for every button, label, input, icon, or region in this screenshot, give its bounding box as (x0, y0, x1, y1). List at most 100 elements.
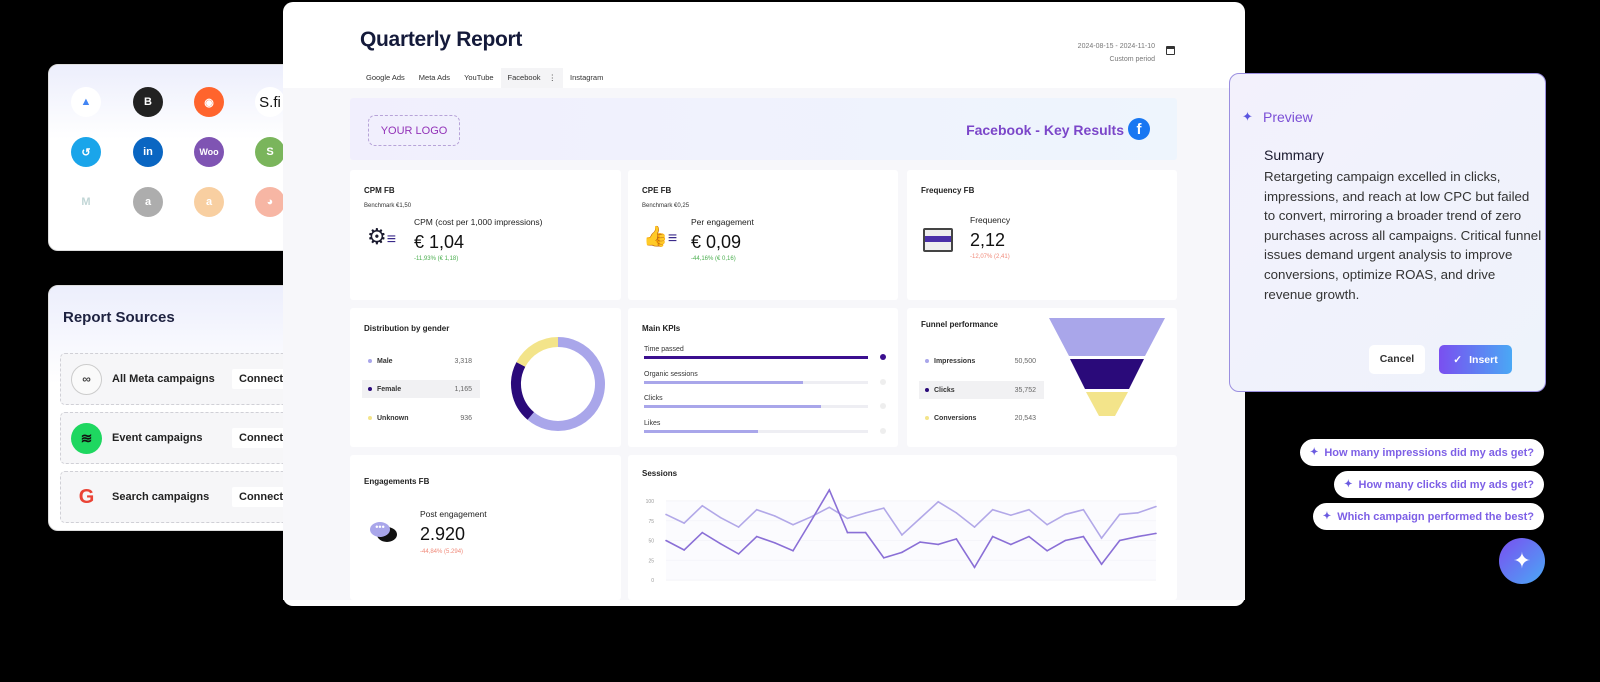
report-canvas: YOUR LOGO Facebook - Key Results f CPM F… (283, 88, 1245, 600)
sfi-icon[interactable]: S.fi (255, 87, 285, 117)
data-point (991, 535, 994, 538)
suggestion-text: How many impressions did my ads get? (1324, 446, 1534, 459)
make-icon[interactable]: M (71, 187, 101, 217)
preview-title: Preview (1263, 109, 1313, 125)
more-vertical-icon[interactable]: ⋮ (548, 73, 556, 82)
legend-dot (925, 359, 929, 363)
card-title: Engagements FB (364, 477, 430, 486)
donut-slice-unknown (516, 337, 559, 367)
cancel-button[interactable]: Cancel (1369, 345, 1425, 374)
legend-value: 936 (460, 414, 472, 422)
connect-button[interactable]: Connect (232, 487, 290, 507)
connect-button[interactable]: Connect (232, 428, 290, 448)
insert-label: Insert (1469, 353, 1498, 366)
tab-facebook[interactable]: Facebook ⋮ (500, 68, 563, 88)
metric-value: € 0,09 (691, 232, 742, 252)
report-sources-panel: Report Sources ∞ All Meta campaigns Conn… (48, 285, 309, 531)
metric-value: € 1,04 (414, 232, 465, 252)
google-icon: G (78, 485, 95, 508)
amazon-alt-icon[interactable]: a (194, 187, 224, 217)
bigcommerce-icon[interactable]: B (133, 87, 163, 117)
reddit-icon[interactable]: ◕ (255, 187, 285, 217)
suggestion-chip[interactable]: ✦ How many clicks did my ads get? (1334, 471, 1544, 498)
kpi-label: Clicks (644, 395, 663, 402)
suggestion-text: How many clicks did my ads get? (1358, 478, 1534, 491)
donut-slice-male (527, 337, 605, 431)
insert-button[interactable]: ✓ Insert (1439, 345, 1512, 374)
kpi-indicator (880, 354, 886, 360)
shopify-icon[interactable]: S (255, 137, 285, 167)
metric-label: Per engagement (691, 217, 754, 227)
data-point (846, 531, 849, 534)
tab-youtube[interactable]: YouTube (464, 73, 494, 82)
benchmark: Benchmark €1,50 (364, 203, 412, 209)
card-title: Funnel performance (921, 320, 998, 329)
metric-value: 2,12 (970, 230, 1006, 250)
period-label: Custom period (1109, 56, 1155, 63)
tab-meta-ads[interactable]: Meta Ads (418, 73, 451, 82)
y-tick-label: 75 (648, 519, 654, 525)
data-point (901, 534, 903, 536)
suggestion-text: Which campaign performed the best? (1337, 510, 1534, 523)
woocommerce-icon[interactable]: Woo (194, 137, 224, 167)
amazon-icon[interactable]: a (133, 187, 163, 217)
source-name: Event campaigns (112, 432, 203, 444)
data-point (1010, 514, 1012, 517)
data-point (937, 543, 940, 546)
data-point (1100, 563, 1103, 565)
date-range-text: 2024-08-15 - 2024-11-10 (1077, 43, 1155, 50)
y-tick-label: 50 (648, 539, 654, 545)
data-point (1028, 535, 1030, 538)
legend-value: 1,165 (454, 385, 472, 393)
funnel-conversions[interactable]: Conversions 20,543 (919, 409, 1044, 427)
funnel-stage-clicks (1070, 359, 1144, 389)
legend-value: 20,543 (1014, 414, 1036, 422)
logo-placeholder[interactable]: YOUR LOGO (368, 115, 460, 146)
calendar-icon[interactable] (1166, 46, 1175, 55)
screen-eye-icon (923, 228, 953, 252)
tab-google-ads[interactable]: Google Ads (366, 73, 405, 82)
data-point (755, 535, 758, 538)
data-point (683, 549, 685, 551)
sessions-line-chart: 100 75 50 25 0 (646, 488, 1157, 584)
funnel-clicks[interactable]: Clicks 35,752 (919, 381, 1044, 399)
legend-female[interactable]: Female 1,165 (362, 380, 480, 398)
date-range[interactable]: 2024-08-15 - 2024-11-10 Custom period (1078, 40, 1155, 66)
semrush-icon[interactable]: ◉ (194, 87, 224, 117)
suggestion-chip[interactable]: ✦ How many impressions did my ads get? (1299, 439, 1544, 466)
data-point (719, 516, 722, 519)
suggestion-chip[interactable]: ✦ Which campaign performed the best? (1312, 503, 1544, 530)
callrail-icon[interactable]: ↺ (71, 137, 101, 167)
data-point (864, 512, 867, 514)
kpi-bar-fill (644, 380, 804, 384)
google-ads-icon[interactable]: ▲ (71, 87, 101, 117)
ai-assistant-button[interactable]: ✦ (1499, 538, 1545, 584)
metric-delta: -11,93% (€ 1,18) (414, 256, 459, 262)
source-item: ∞ All Meta campaigns Connect (60, 353, 299, 405)
data-point (828, 489, 831, 491)
tab-instagram[interactable]: Instagram (569, 73, 604, 82)
data-point (1118, 513, 1121, 516)
metric-delta: -12,07% (2,41) (970, 254, 1010, 260)
kpi-bar-track (644, 378, 886, 385)
donut-slice-female (511, 362, 535, 420)
connect-button[interactable]: Connect (232, 369, 290, 389)
report-window: Quarterly Report 2024-08-15 - 2024-11-10… (283, 2, 1245, 606)
sessions-card: Sessions 100 75 50 25 0 (628, 455, 1177, 600)
report-banner: YOUR LOGO Facebook - Key Results f (350, 98, 1177, 160)
funnel-impressions[interactable]: Impressions 50,500 (919, 352, 1044, 370)
data-point (1118, 539, 1121, 542)
linkedin-ads-icon[interactable]: in (133, 137, 163, 167)
kpi-bar-fill (644, 405, 821, 408)
legend-male[interactable]: Male 3,318 (362, 352, 480, 370)
main-kpis-card: Main KPIs Time passed Organic sessions Cli… (628, 308, 898, 447)
data-point (919, 517, 921, 520)
legend-unknown[interactable]: Unknown 936 (362, 409, 480, 427)
legend-dot (368, 416, 372, 420)
funnel-stage-conversions (1086, 392, 1128, 416)
card-title: Main KPIs (642, 324, 681, 333)
data-point (1046, 549, 1048, 552)
data-point (701, 531, 704, 534)
data-point (882, 507, 885, 509)
series-line-1 (665, 500, 1157, 540)
